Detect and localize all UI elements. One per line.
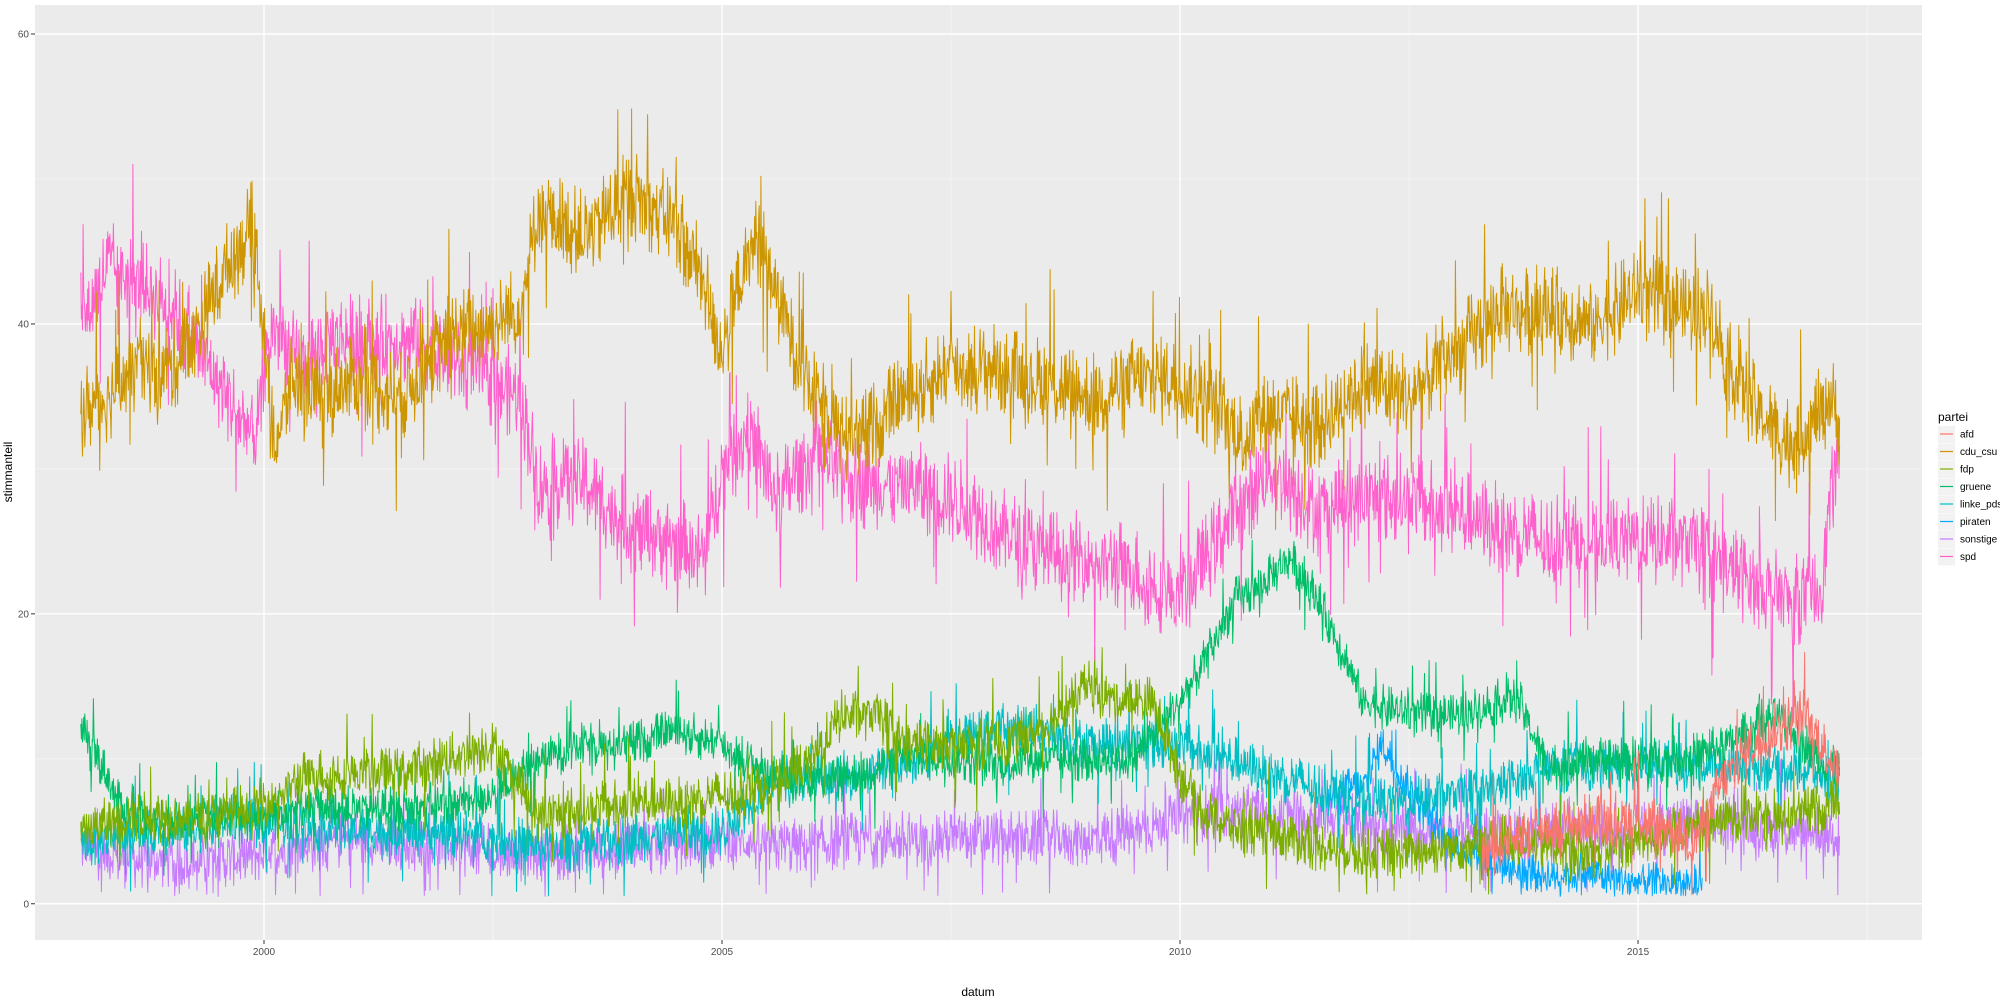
x-tick-label-3: 2015 bbox=[1627, 947, 1650, 958]
legend-label-spd: spd bbox=[1960, 552, 1976, 563]
series-line-afd bbox=[1481, 652, 1841, 896]
x-tick-label-1: 2005 bbox=[711, 947, 734, 958]
legend-label-piraten: piraten bbox=[1960, 517, 1991, 528]
y-tick-label-0: 0 bbox=[23, 899, 29, 910]
series-line-piraten bbox=[1326, 729, 1703, 897]
legend-label-linke_pds: linke_pds bbox=[1960, 500, 2000, 511]
legend-label-gruene: gruene bbox=[1960, 482, 1992, 493]
legend-label-afd: afd bbox=[1960, 430, 1974, 441]
y-axis-title: stimmanteil bbox=[1, 442, 15, 503]
y-tick-label-2: 40 bbox=[18, 319, 30, 330]
series-line-spd bbox=[80, 163, 1841, 720]
legend-label-sonstige: sonstige bbox=[1960, 535, 1998, 546]
series-line-gruene bbox=[80, 539, 1841, 876]
axes-layer: 2000 2005 2010 2015 0 20 40 60 bbox=[18, 29, 1650, 958]
series-layer bbox=[80, 108, 1841, 897]
y-tick-label-1: 20 bbox=[18, 609, 30, 620]
x-tick-label-0: 2000 bbox=[253, 947, 276, 958]
legend-label-cdu_csu: cdu_csu bbox=[1960, 447, 1997, 458]
x-axis-title: datum bbox=[961, 985, 994, 999]
series-line-cdu_csu bbox=[80, 108, 1841, 530]
grid-minor bbox=[35, 5, 1922, 940]
x-tick-label-2: 2010 bbox=[1169, 947, 1192, 958]
legend-label-fdp: fdp bbox=[1960, 465, 1974, 476]
legend-title: partei bbox=[1938, 410, 1968, 424]
series-line-linke_pds bbox=[80, 682, 1841, 897]
y-tick-label-3: 60 bbox=[18, 29, 30, 40]
series-line-sonstige bbox=[80, 748, 1841, 897]
